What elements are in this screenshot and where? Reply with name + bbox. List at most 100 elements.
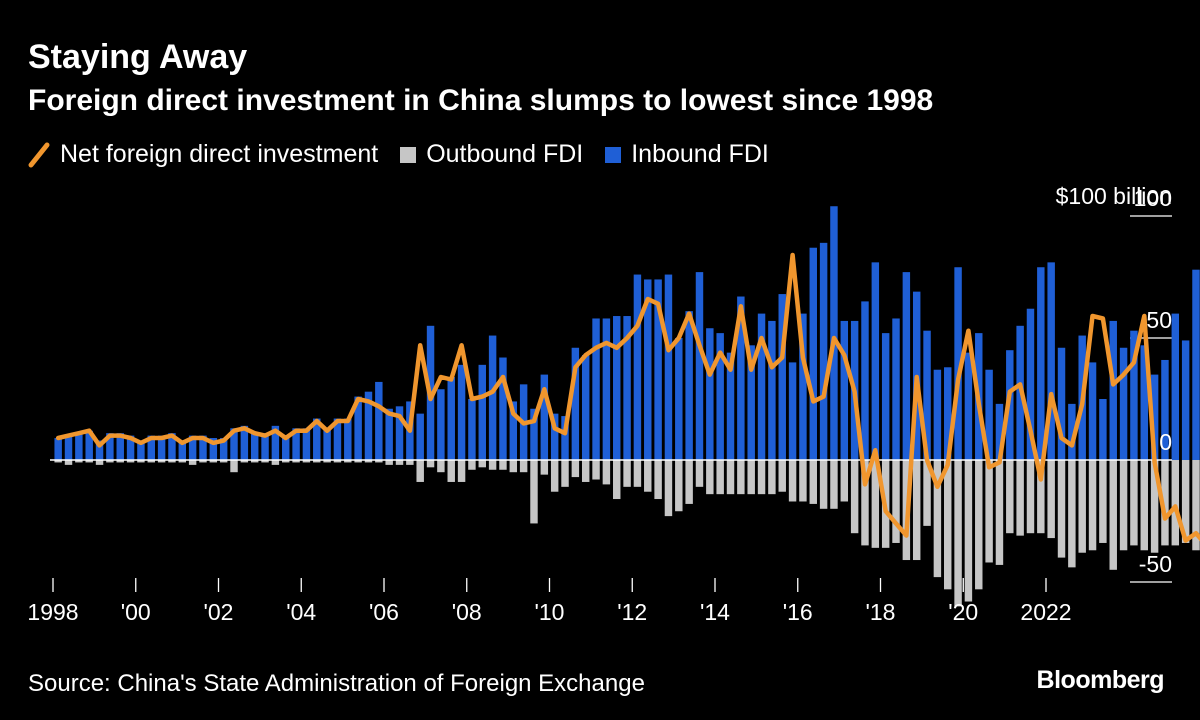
inbound-bar — [706, 328, 714, 460]
inbound-bar — [902, 272, 911, 460]
inbound-bar — [1192, 269, 1200, 460]
outbound-bar — [478, 460, 486, 468]
inbound-bar — [1026, 308, 1035, 460]
outbound-bar — [1119, 460, 1128, 551]
inbound-bar — [1068, 403, 1076, 460]
inbound-bar — [1037, 267, 1045, 460]
outbound-bar — [964, 460, 973, 602]
inbound-bar — [375, 381, 383, 460]
outbound-bar — [1078, 460, 1086, 553]
inbound-bar — [188, 435, 197, 460]
y-tick-label-1: 50 — [1146, 307, 1172, 333]
outbound-bar — [147, 460, 155, 463]
inbound-bar — [219, 438, 228, 460]
inbound-bar — [54, 438, 62, 460]
outbound-bar — [540, 460, 549, 475]
inbound-bar — [395, 406, 404, 460]
inbound-bar — [1057, 347, 1066, 460]
outbound-bar — [1088, 460, 1097, 551]
inbound-bar — [385, 408, 393, 460]
inbound-bar — [64, 435, 73, 460]
outbound-bar — [323, 460, 331, 463]
x-tick-label-9: '16 — [783, 599, 813, 625]
inbound-bar — [106, 433, 114, 460]
inbound-bar — [147, 435, 155, 460]
outbound-bar — [1140, 460, 1148, 551]
inbound-bar — [292, 428, 300, 460]
legend-entry-outbound: Outbound FDI — [400, 140, 583, 169]
inbound-bar — [364, 391, 373, 460]
inbound-bar — [157, 435, 166, 460]
inbound-bar — [840, 320, 849, 460]
inbound-bar — [799, 313, 807, 460]
inbound-bar — [644, 279, 652, 460]
outbound-bar — [592, 460, 600, 480]
outbound-bar — [768, 460, 776, 495]
outbound-bar — [933, 460, 942, 578]
outbound-bar — [1057, 460, 1066, 558]
net-line — [55, 252, 1200, 543]
inbound-bar — [581, 355, 590, 460]
outbound-bar — [406, 460, 414, 465]
inbound-bar — [1088, 362, 1097, 460]
outbound-bar — [385, 460, 393, 465]
outbound-bar — [726, 460, 735, 495]
outbound-bar — [1099, 460, 1107, 543]
outbound-bar — [364, 460, 373, 463]
inbound-bar — [178, 440, 187, 460]
outbound-bar — [1171, 460, 1180, 546]
inbound-bar — [230, 428, 238, 460]
inbound-bar — [499, 357, 507, 460]
y-tick-label-3: -50 — [1139, 551, 1172, 577]
outbound-bar — [850, 460, 859, 534]
inbound-bar — [447, 377, 455, 460]
inbound-bar — [861, 301, 869, 460]
inbound-bar — [664, 274, 673, 460]
outbound-bar — [209, 460, 218, 463]
y-axis: 100 50 0 -50 $100 billion — [1056, 183, 1172, 577]
outbound-bar — [581, 460, 590, 482]
inbound-bar — [995, 403, 1004, 460]
x-tick-label-3: '04 — [286, 599, 316, 625]
inbound-bar — [1130, 330, 1138, 460]
outbound-bar — [261, 460, 269, 463]
outbound-bar — [178, 460, 187, 463]
inbound-bar — [116, 433, 124, 460]
legend-label-net: Net foreign direct investment — [60, 140, 379, 168]
outbound-bar — [302, 460, 311, 463]
inbound-bar — [437, 389, 445, 460]
inbound-bar — [819, 242, 828, 460]
inbound-bar — [126, 435, 135, 460]
inbound-bar — [468, 399, 476, 460]
outbound-bar — [457, 460, 466, 482]
inbound-swatch-icon — [605, 146, 622, 163]
inbound-bar — [1099, 399, 1107, 460]
inbound-bar — [964, 352, 973, 460]
inbound-bar — [809, 247, 817, 460]
outbound-bar — [944, 460, 952, 590]
outbound-bar — [230, 460, 238, 473]
inbound-bar — [1119, 347, 1128, 460]
x-tick-label-10: '18 — [866, 599, 896, 625]
inbound-bar — [137, 440, 145, 460]
outbound-bar — [333, 460, 342, 463]
inbound-bar — [85, 430, 93, 460]
inbound-bar — [75, 433, 83, 460]
inbound-bar — [613, 316, 621, 460]
outbound-bar — [54, 460, 62, 463]
outbound-bar — [437, 460, 445, 473]
inbound-bar — [737, 296, 745, 460]
outbound-swatch-icon — [400, 146, 417, 163]
outbound-bar — [530, 460, 538, 524]
inbound-bar — [250, 433, 259, 460]
outbound-bar — [830, 460, 838, 509]
outbound-bar — [75, 460, 83, 463]
inbound-bar — [416, 413, 424, 460]
outbound-bar — [1181, 460, 1190, 543]
outbound-bar — [282, 460, 290, 463]
outbound-bar — [550, 460, 559, 492]
inbound-bar — [985, 369, 993, 460]
outbound-bar — [219, 460, 228, 463]
outbound-bar — [188, 460, 197, 465]
